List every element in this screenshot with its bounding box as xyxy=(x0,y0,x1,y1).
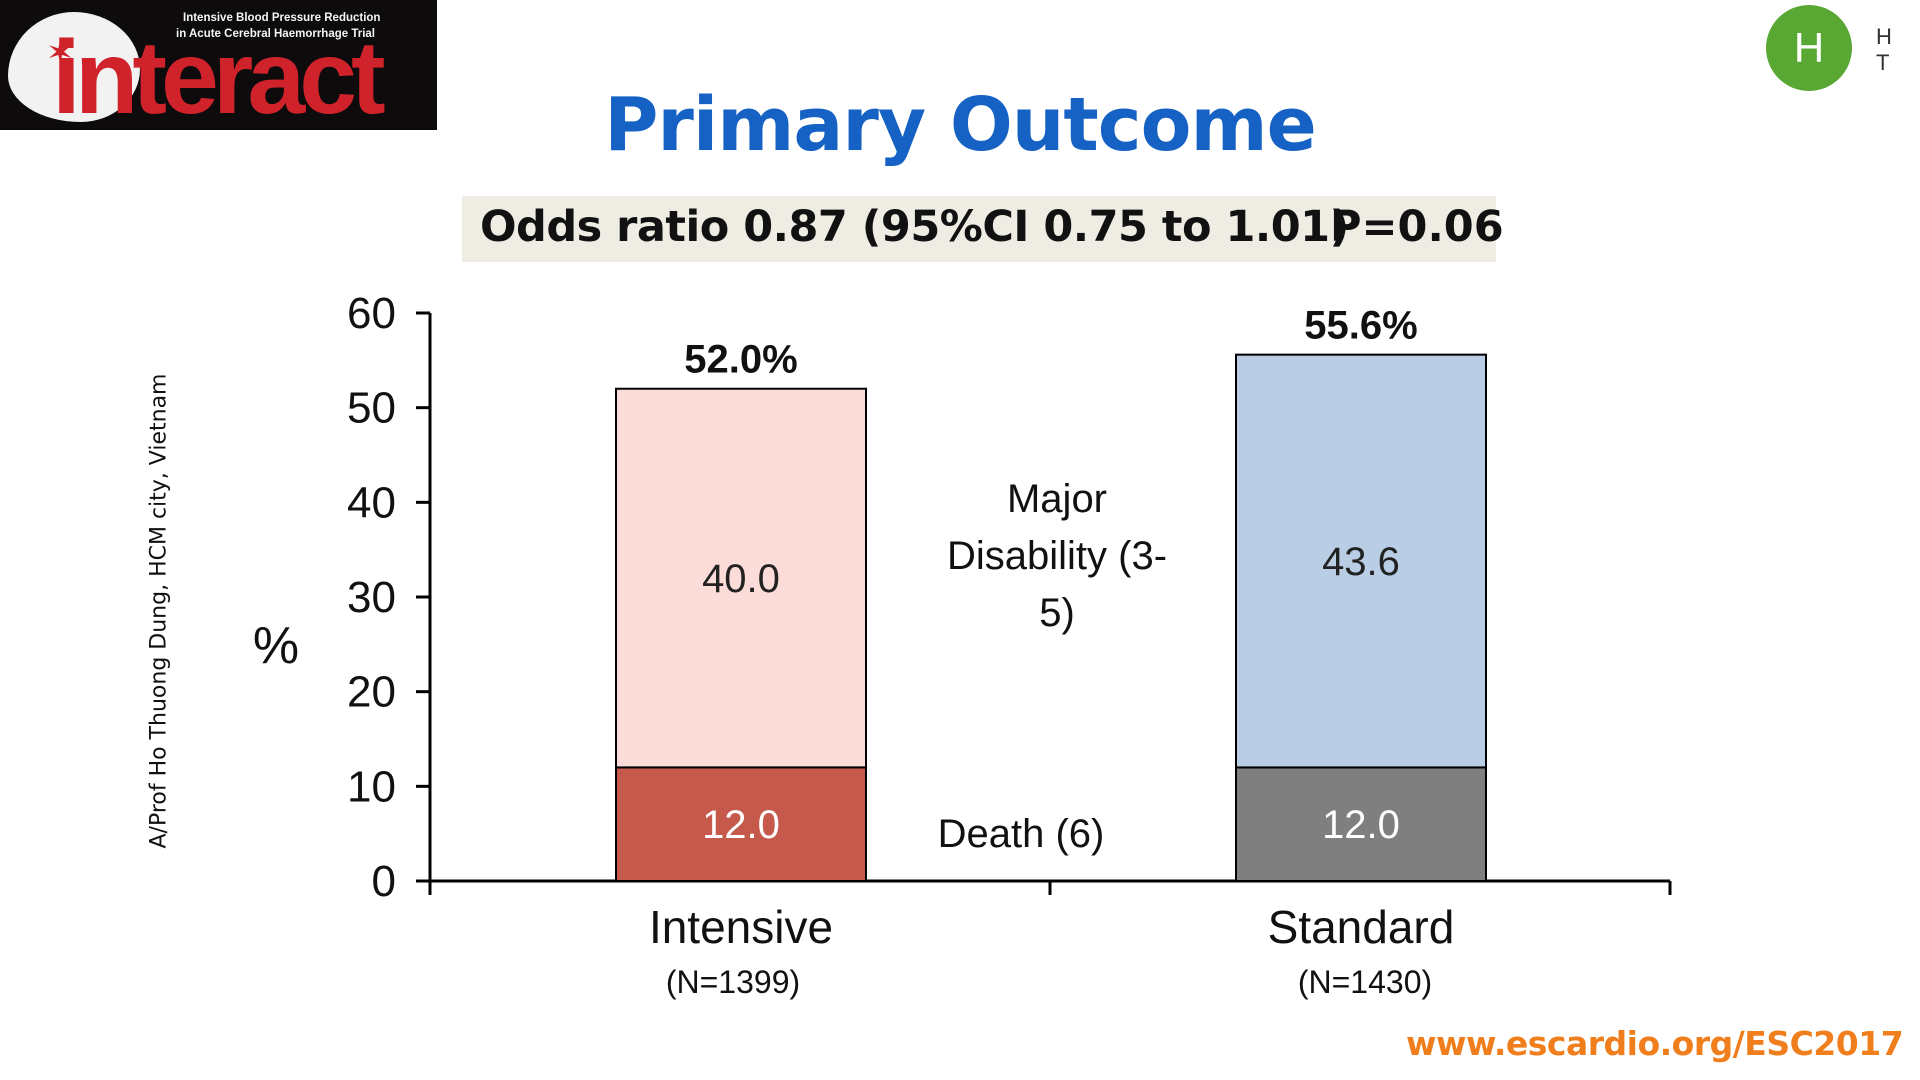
bar-value-label: 40.0 xyxy=(702,557,780,601)
bar-segment-death-intensive xyxy=(615,766,867,883)
interact-logo: Intensive Blood Pressure Reduction in Ac… xyxy=(0,0,437,130)
logo-tagline-line2: in Acute Cerebral Haemorrhage Trial xyxy=(176,28,375,40)
y-tick-label: 0 xyxy=(372,857,396,906)
odds-ratio-text: Odds ratio 0.87 (95%CI 0.75 to 1.01) xyxy=(480,202,1349,252)
y-axis-label: % xyxy=(253,617,299,675)
bar-total-label: 52.0% xyxy=(684,338,797,382)
presenter-avatar[interactable]: H xyxy=(1766,5,1852,91)
logo-wordmark: interact xyxy=(52,20,386,130)
annotation-major-disability: Disability (3- xyxy=(947,534,1167,578)
logo-tagline-line1: Intensive Blood Pressure Reduction xyxy=(183,12,381,24)
bar-value-label: 43.6 xyxy=(1322,540,1400,584)
x-category-sublabel: (N=1430) xyxy=(1298,964,1432,1000)
x-category-label: Intensive xyxy=(649,901,833,953)
y-tick-label: 30 xyxy=(347,573,396,622)
footer-url[interactable]: www.escardio.org/ESC2017 xyxy=(1406,1024,1904,1063)
y-tick-label: 20 xyxy=(347,668,396,717)
bar-segment-death-standard xyxy=(1235,766,1487,883)
annotation-major-disability: Major xyxy=(1007,477,1107,521)
bar-value-label: 12.0 xyxy=(1322,803,1400,847)
footer-url-domain: www.escardio.org/ xyxy=(1406,1024,1745,1063)
bar-segment-disability-standard xyxy=(1235,353,1487,769)
x-category-sublabel: (N=1399) xyxy=(666,964,800,1000)
odds-ratio-box xyxy=(462,196,1496,262)
logo-brain-shape xyxy=(8,12,140,122)
annotation-death: Death (6) xyxy=(938,812,1105,856)
bar-value-label: 12.0 xyxy=(702,803,780,847)
bar-segment-disability-intensive xyxy=(615,387,867,769)
logo-star-icon: ✶ xyxy=(46,33,75,73)
y-tick-label: 60 xyxy=(347,289,396,338)
y-tick-label: 50 xyxy=(347,384,396,433)
y-tick-label: 40 xyxy=(347,478,396,527)
slide-title: Primary Outcome xyxy=(604,82,1317,168)
x-category-label: Standard xyxy=(1268,901,1455,953)
footer-event: ESC2017 xyxy=(1744,1024,1904,1063)
p-value-text: P=0.06 xyxy=(1330,202,1504,252)
bar-total-label: 55.6% xyxy=(1304,304,1417,348)
y-tick-label: 10 xyxy=(347,762,396,811)
presenter-name-truncated: H T xyxy=(1876,24,1896,75)
annotation-major-disability: 5) xyxy=(1039,591,1075,635)
